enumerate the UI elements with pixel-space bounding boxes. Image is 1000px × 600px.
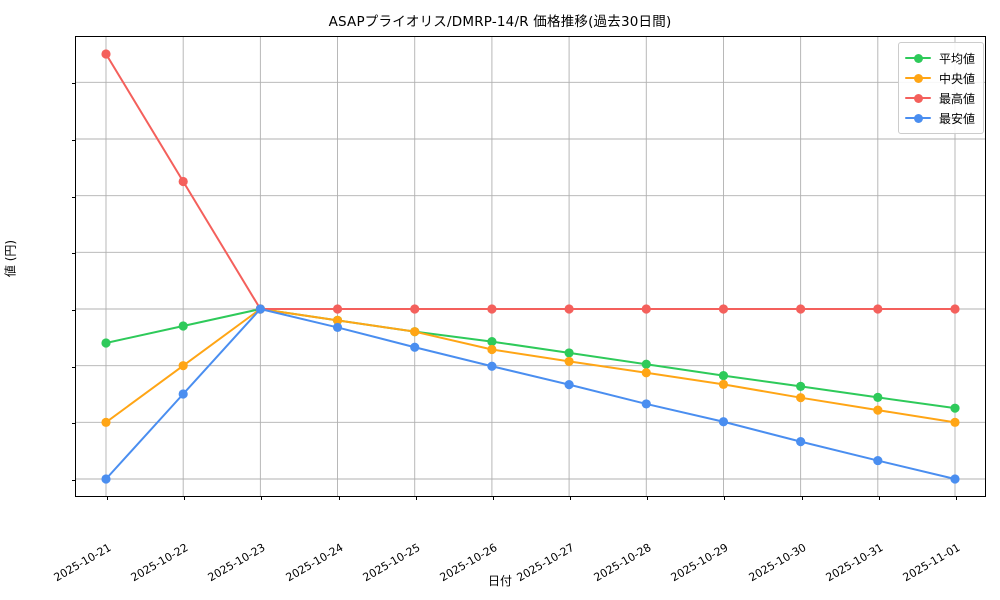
x-tick-mark bbox=[184, 496, 186, 500]
chart-title: ASAPプライオリス/DMRP-14/R 価格推移(過去30日間) bbox=[328, 14, 672, 30]
series-line bbox=[105, 53, 956, 310]
y-tick-mark bbox=[72, 196, 76, 198]
data-point bbox=[410, 304, 420, 314]
x-tick-mark bbox=[647, 496, 649, 500]
x-tick-mark bbox=[338, 496, 340, 500]
data-point bbox=[101, 474, 111, 484]
data-point bbox=[178, 321, 188, 331]
legend-label: 最高値 bbox=[938, 91, 975, 106]
data-point bbox=[873, 304, 883, 314]
series-line bbox=[105, 308, 956, 480]
data-point bbox=[641, 359, 651, 369]
data-point bbox=[950, 417, 960, 427]
data-point bbox=[178, 389, 188, 399]
x-tick-mark bbox=[724, 496, 726, 500]
data-point bbox=[101, 49, 111, 59]
legend-item-1[interactable]: 平均値 bbox=[904, 48, 975, 68]
data-point bbox=[178, 361, 188, 371]
x-axis-label: 日付 bbox=[487, 574, 512, 588]
data-point bbox=[873, 392, 883, 402]
data-point bbox=[873, 405, 883, 415]
data-point bbox=[718, 370, 729, 381]
legend-item-3[interactable]: 最高値 bbox=[904, 88, 975, 108]
data-point bbox=[950, 304, 960, 314]
legend-marker-icon bbox=[904, 111, 931, 125]
chart-legend: 平均値中央値最高値最安値 bbox=[897, 42, 984, 134]
legend-marker-icon bbox=[904, 91, 931, 105]
legend-item-2[interactable]: 中央値 bbox=[904, 68, 975, 88]
legend-marker-icon bbox=[904, 51, 931, 65]
x-tick-mark bbox=[492, 496, 494, 500]
data-point bbox=[718, 379, 729, 389]
data-point bbox=[332, 315, 343, 325]
series-3 bbox=[101, 49, 960, 314]
y-tick-mark bbox=[72, 310, 76, 311]
data-point bbox=[564, 380, 574, 390]
legend-label: 平均値 bbox=[938, 51, 975, 66]
data-point bbox=[950, 403, 960, 413]
x-tick-mark bbox=[801, 496, 803, 500]
y-tick-mark bbox=[72, 253, 76, 255]
x-tick-mark bbox=[415, 496, 417, 500]
plot-canvas bbox=[76, 37, 985, 496]
x-tick-mark bbox=[107, 496, 108, 500]
x-tick-mark bbox=[878, 496, 880, 500]
series-line bbox=[105, 308, 956, 410]
data-point bbox=[718, 417, 729, 427]
data-point bbox=[641, 399, 651, 409]
legend-label: 最安値 bbox=[938, 111, 975, 126]
plot-inner bbox=[76, 37, 985, 496]
data-point bbox=[487, 336, 497, 347]
y-tick-mark bbox=[72, 83, 76, 85]
x-tick-mark bbox=[956, 496, 957, 500]
data-point bbox=[332, 322, 343, 333]
data-point bbox=[564, 348, 574, 358]
data-point bbox=[796, 393, 806, 403]
data-point bbox=[487, 361, 497, 371]
legend-marker-icon bbox=[904, 71, 931, 85]
data-point bbox=[487, 344, 497, 355]
plot-area: 6080100120140160180200 2025-10-212025-10… bbox=[52, 36, 986, 584]
y-axis-label: 値 (円) bbox=[3, 239, 18, 278]
data-point bbox=[410, 342, 420, 352]
data-point bbox=[564, 356, 574, 367]
data-point bbox=[641, 304, 651, 314]
data-point bbox=[950, 474, 960, 484]
data-point bbox=[410, 327, 420, 337]
data-point bbox=[796, 437, 806, 447]
data-point bbox=[255, 304, 265, 314]
y-tick-mark bbox=[72, 480, 76, 481]
x-tick-mark bbox=[261, 496, 263, 500]
data-point bbox=[796, 304, 806, 314]
data-point bbox=[101, 417, 111, 427]
series-1 bbox=[101, 304, 960, 413]
data-point bbox=[178, 176, 188, 187]
data-point bbox=[641, 368, 651, 378]
data-point bbox=[796, 381, 806, 391]
y-tick-mark bbox=[72, 366, 76, 368]
y-tick-mark bbox=[72, 423, 76, 425]
data-point bbox=[101, 338, 111, 348]
data-point bbox=[564, 304, 574, 314]
data-point bbox=[873, 455, 883, 466]
data-point bbox=[718, 304, 729, 314]
legend-label: 中央値 bbox=[938, 71, 975, 86]
y-tick-mark bbox=[72, 140, 76, 141]
series-4 bbox=[101, 304, 960, 484]
data-point bbox=[332, 304, 343, 314]
legend-item-4[interactable]: 最安値 bbox=[904, 108, 975, 128]
series-line bbox=[105, 308, 956, 424]
series-2 bbox=[101, 304, 960, 427]
data-point bbox=[487, 304, 497, 314]
x-tick-mark bbox=[570, 496, 572, 500]
